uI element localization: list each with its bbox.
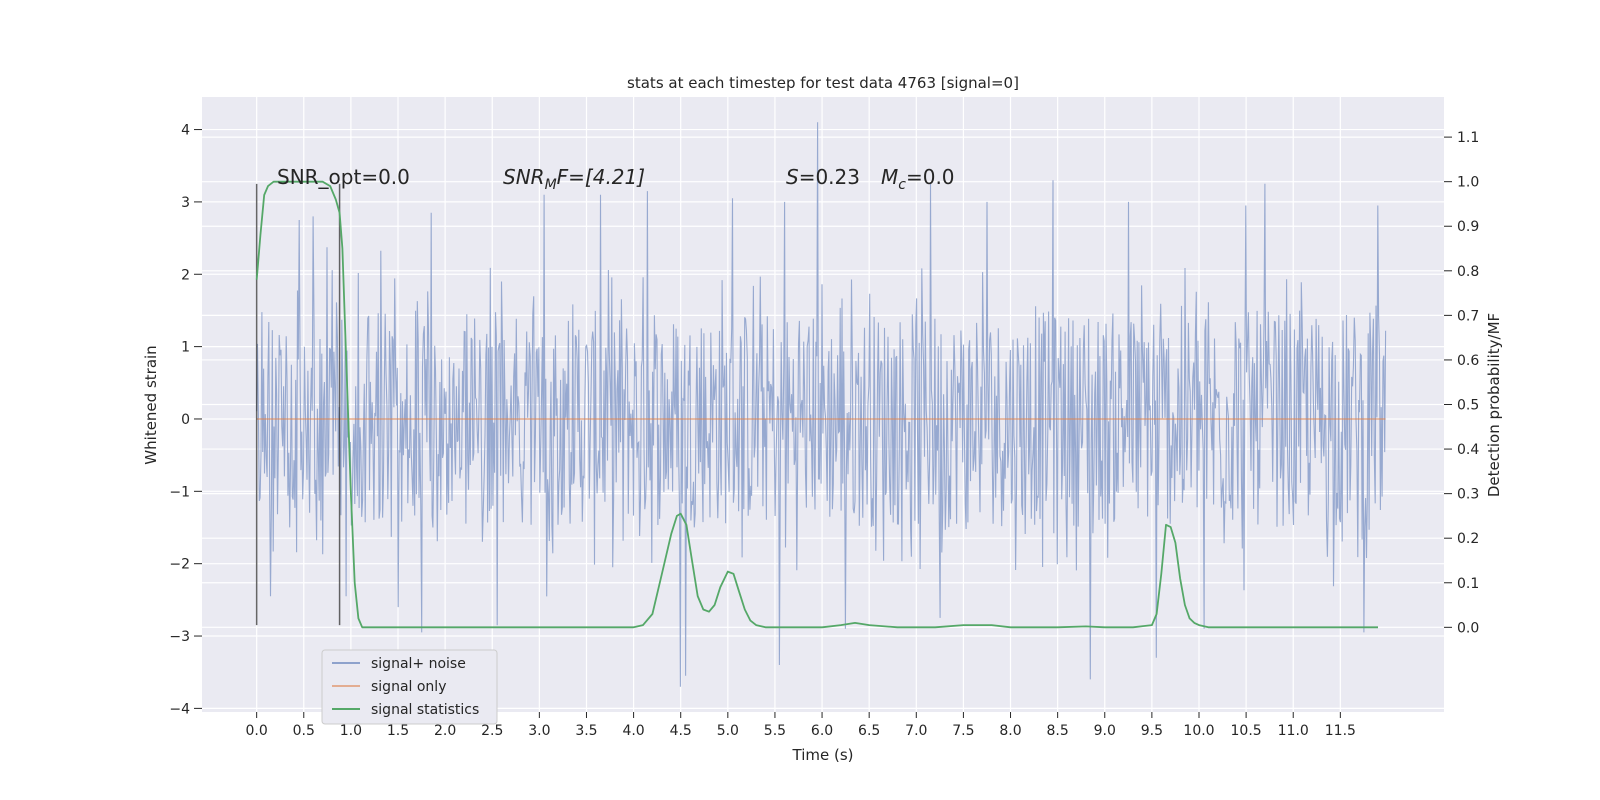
y-axis-left-label: Whitened strain: [142, 345, 160, 464]
x-tick-label: 6.5: [858, 723, 880, 739]
y-axis-right-ticks: 0.0 0.1 0.2 0.3 0.4 0.5 0.6 0.7 0.8 0.9 1.0 1.1: [1444, 130, 1479, 636]
signal-noise-line: [256, 122, 1387, 687]
y-right-tick-label: 0.8: [1457, 264, 1479, 280]
x-tick-label: 9.0: [1094, 723, 1116, 739]
chart-title: stats at each timestep for test data 476…: [627, 74, 1019, 92]
annotation-snr-mf-f: F=[4.21]: [557, 165, 645, 189]
x-tick-label: 2.0: [434, 723, 456, 739]
y-right-tick-label: 0.1: [1457, 576, 1479, 592]
x-axis-ticks: 0.0 0.5 1.0 1.5 2.0 2.5 3.0 3.5 4.0 4.5 5.0 5.5 6.0 6…: [246, 712, 1356, 739]
legend-box: [321, 649, 498, 725]
y-left-tick-label: 0: [181, 412, 190, 428]
x-tick-label: 10.0: [1183, 723, 1214, 739]
y-left-tick-label: 1: [181, 340, 190, 356]
x-tick-label: 8.0: [999, 723, 1021, 739]
annotation-mc-symbol: M: [881, 165, 898, 189]
x-tick-label: 5.0: [717, 723, 739, 739]
y-left-tick-label: −3: [169, 629, 190, 645]
x-tick-label: 4.0: [622, 723, 644, 739]
y-right-tick-label: 0.2: [1457, 531, 1479, 547]
annotation-snr-mf-subscript: M: [545, 177, 557, 193]
signal-statistics-series: [255, 180, 1378, 629]
x-tick-label: 10.5: [1231, 723, 1262, 739]
x-tick-label: 1.0: [340, 723, 362, 739]
annotation-s-symbol: S: [786, 165, 799, 189]
annotation-mc-subscript: c: [898, 177, 906, 193]
annotation-s: S=0.23: [786, 165, 860, 189]
y-axis-right-label: Detection probability/MF: [1485, 313, 1503, 497]
x-tick-label: 3.5: [575, 723, 597, 739]
annotation-snr-mf: SNRMF=[4.21]: [503, 165, 645, 193]
legend: signal+ noise signal only signal statist…: [321, 649, 498, 725]
legend-label-signal-noise: signal+ noise: [371, 656, 466, 672]
x-tick-label: 8.5: [1047, 723, 1069, 739]
y-right-tick-label: 0.4: [1457, 442, 1479, 458]
y-right-tick-label: 1.1: [1457, 130, 1479, 146]
x-tick-label: 7.5: [952, 723, 974, 739]
signal-statistics-line: [255, 180, 1378, 629]
y-left-tick-label: −1: [169, 484, 190, 500]
y-right-tick-label: 0.5: [1457, 398, 1479, 414]
x-axis-label: Time (s): [792, 746, 854, 764]
y-right-tick-label: 0.6: [1457, 353, 1479, 369]
legend-label-signal-only: signal only: [371, 679, 446, 695]
y-right-tick-label: 0.3: [1457, 487, 1479, 503]
x-tick-label: 5.5: [764, 723, 786, 739]
annotation-snr-mf-symbol: SNR: [503, 165, 545, 189]
x-tick-label: 11.5: [1325, 723, 1356, 739]
x-tick-label: 9.5: [1141, 723, 1163, 739]
annotation-snr-opt: SNR_opt=0.0: [277, 165, 410, 189]
y-left-tick-label: −2: [169, 557, 190, 573]
x-tick-label: 6.0: [811, 723, 833, 739]
annotation-mc: Mc=0.0: [881, 165, 955, 193]
signal-noise-series: [256, 122, 1387, 687]
x-tick-label: 7.0: [905, 723, 927, 739]
x-tick-label: 11.0: [1278, 723, 1309, 739]
x-tick-label: 3.0: [528, 723, 550, 739]
x-tick-label: 0.5: [293, 723, 315, 739]
x-tick-label: 2.5: [481, 723, 503, 739]
y-left-tick-label: −4: [169, 701, 190, 717]
y-left-tick-label: 4: [181, 123, 190, 139]
window-markers: [255, 183, 341, 626]
x-tick-label: 1.5: [387, 723, 409, 739]
legend-label-signal-statistics: signal statistics: [371, 702, 479, 718]
y-right-tick-label: 1.0: [1457, 175, 1479, 191]
y-left-tick-label: 2: [181, 267, 190, 283]
annotation-s-value: =0.23: [799, 165, 860, 189]
x-tick-label: 0.0: [246, 723, 268, 739]
y-right-tick-label: 0.0: [1457, 620, 1479, 636]
y-right-tick-label: 0.9: [1457, 219, 1479, 235]
y-right-tick-label: 0.7: [1457, 308, 1479, 324]
y-axis-left-ticks: −4 −3 −2 −1 0 1 2 3 4: [169, 123, 202, 717]
annotation-mc-value: =0.0: [906, 165, 955, 189]
y-left-tick-label: 3: [181, 195, 190, 211]
x-tick-label: 4.5: [670, 723, 692, 739]
